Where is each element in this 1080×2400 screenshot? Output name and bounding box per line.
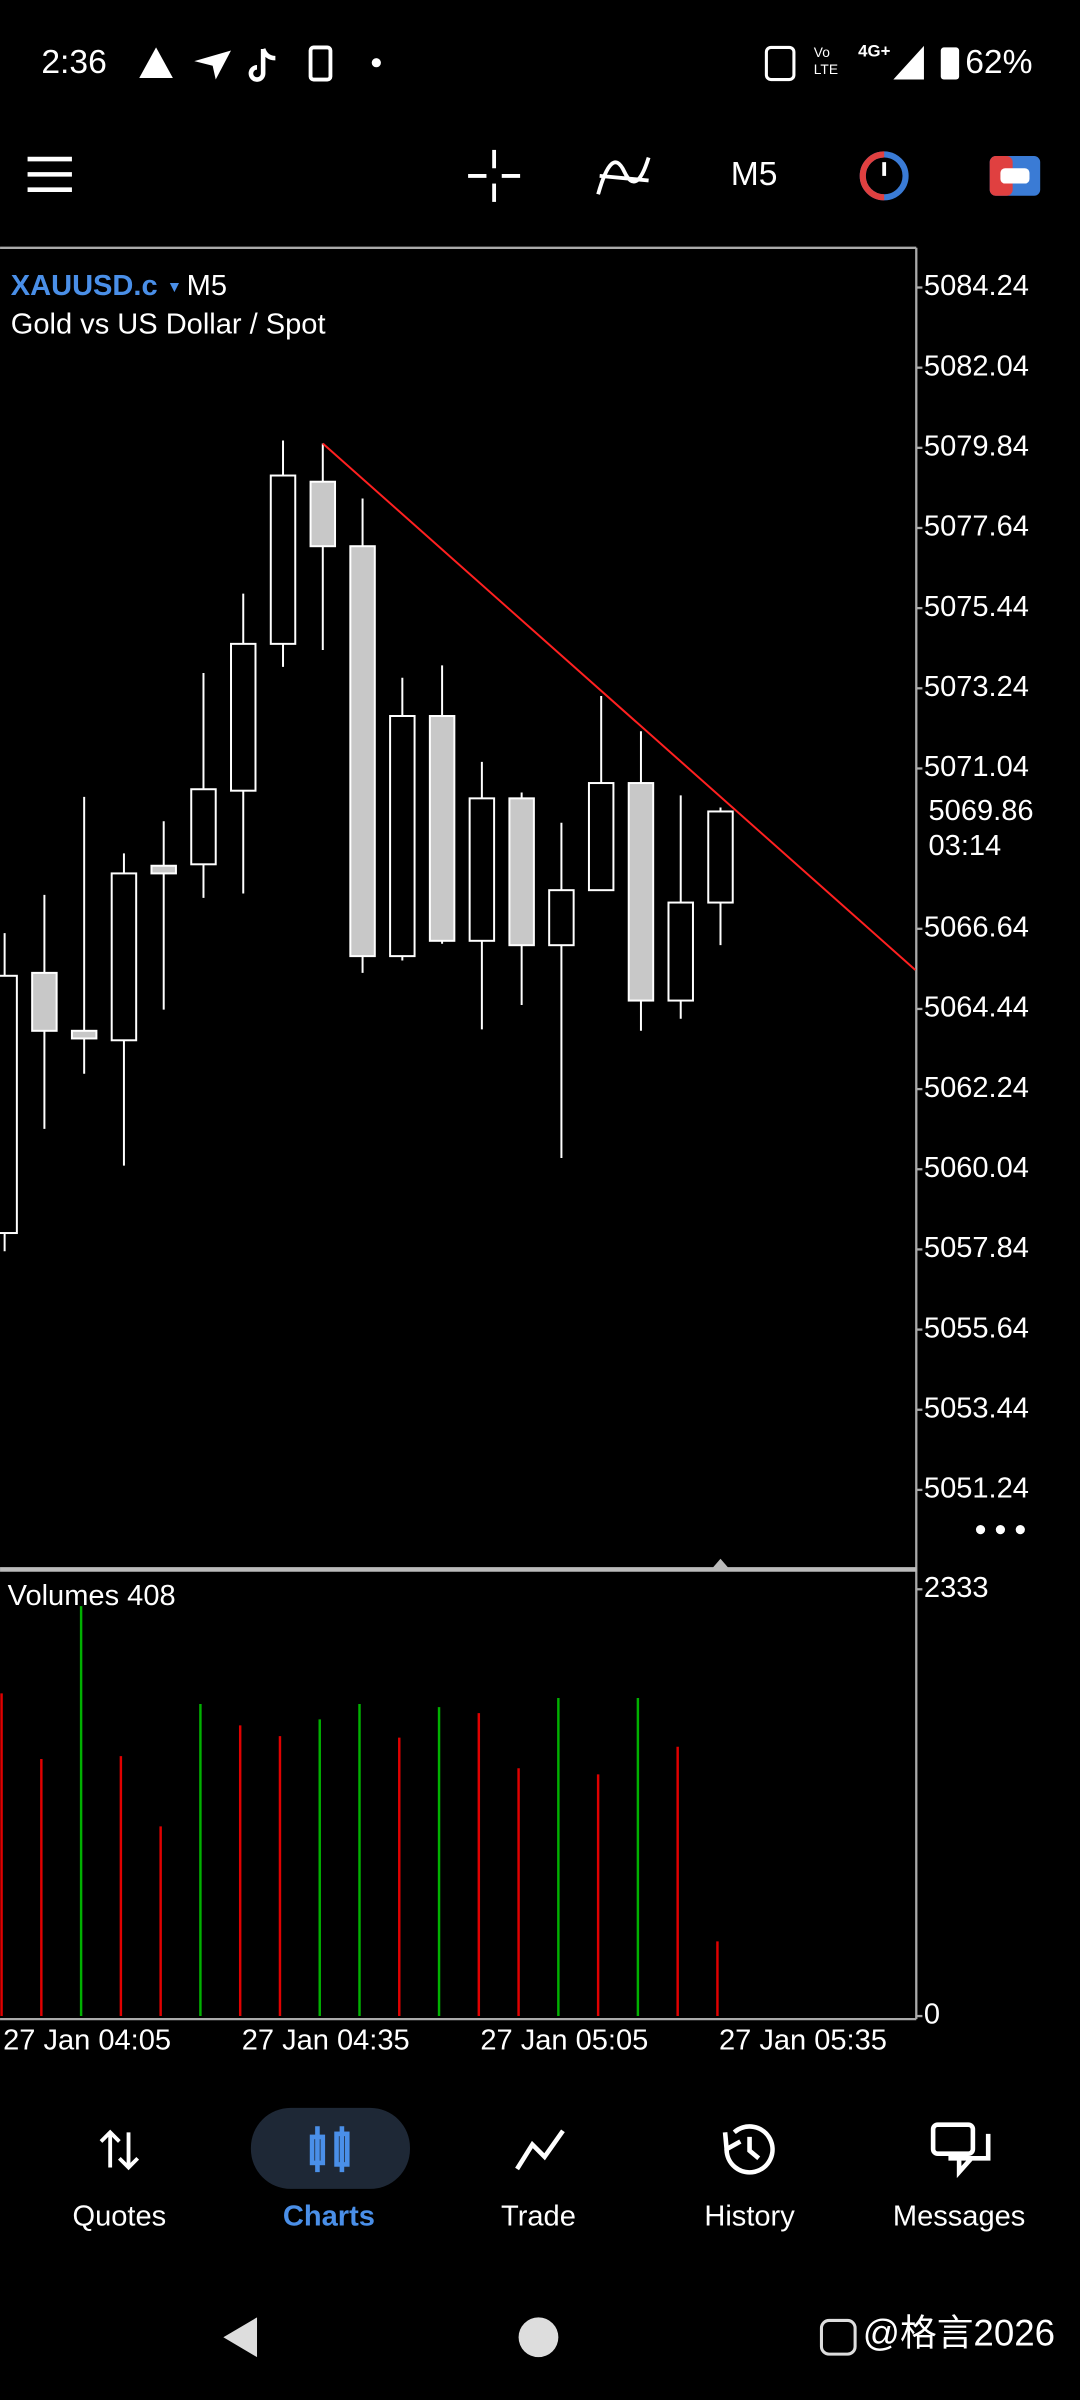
candle-body: [31, 971, 58, 1032]
volume-tick-label: 0: [924, 1999, 940, 2031]
history-icon: [722, 2124, 775, 2175]
y-tick-label: 5073.24: [924, 671, 1029, 703]
home-button[interactable]: [518, 2317, 559, 2358]
network-lte: LTE: [814, 62, 838, 77]
indicators-button[interactable]: [596, 156, 651, 195]
network-4g: 4G+: [858, 41, 890, 60]
current-price: 5069.86: [929, 795, 1034, 827]
nav-tab[interactable]: Charts: [283, 2201, 375, 2233]
crosshair-button[interactable]: [468, 149, 521, 202]
candle-body: [508, 797, 535, 947]
candle-body: [587, 782, 615, 892]
volume-tick-label: 2333: [924, 1572, 989, 1604]
y-tick-label: 5084.24: [924, 270, 1029, 302]
one-click-button[interactable]: [989, 156, 1041, 196]
menu-button[interactable]: [27, 156, 72, 192]
candle-body: [110, 872, 138, 1042]
y-tick-label: 5051.24: [924, 1473, 1029, 1505]
x-tick-label: 27 Jan 04:05: [3, 2025, 171, 2057]
candle-body: [707, 810, 734, 904]
watermark: @格言2026: [863, 2312, 1055, 2353]
dot-icon: [371, 58, 381, 68]
symbol-dropdown[interactable]: [169, 282, 180, 293]
y-tick-label: 5077.64: [924, 511, 1029, 543]
bar-countdown: 03:14: [929, 830, 1002, 862]
y-tick-label: 5060.04: [924, 1152, 1029, 1184]
trendline: [322, 442, 917, 971]
candle-body: [667, 901, 694, 1002]
nfc-icon: [764, 45, 796, 82]
nav-tab[interactable]: Quotes: [73, 2201, 167, 2233]
pane-handle[interactable]: [711, 1558, 730, 1570]
volume-name: Volumes: [8, 1580, 119, 1612]
network-vo: Vo: [814, 45, 830, 60]
tiktok-icon: [248, 48, 276, 82]
volume-last: 408: [127, 1580, 175, 1612]
candle-body: [389, 715, 416, 958]
trade-clock-button[interactable]: [859, 151, 909, 201]
candle-body: [309, 480, 337, 548]
y-tick-label: 5064.44: [924, 992, 1029, 1024]
candle-body: [349, 545, 376, 958]
x-tick-label: 27 Jan 05:35: [719, 2025, 887, 2057]
phone-icon: [308, 45, 333, 82]
chart-subtitle: Gold vs US Dollar / Spot: [11, 308, 326, 340]
candle-body: [230, 642, 257, 792]
candle-body: [548, 889, 575, 947]
volume-title: Volumes 408: [8, 1580, 176, 1612]
y-tick-label: 5062.24: [924, 1072, 1029, 1104]
candle-body: [70, 1029, 98, 1040]
x-tick-label: 27 Jan 05:05: [480, 2025, 648, 2057]
status-time: 2:36: [41, 44, 106, 81]
warning-icon: [139, 47, 173, 79]
y-tick-label: 5053.44: [924, 1392, 1029, 1424]
nav-tab[interactable]: Trade: [501, 2201, 576, 2233]
charts-icon: [309, 2126, 350, 2173]
symbol[interactable]: XAUUSD.c: [11, 270, 158, 302]
x-tick-label: 27 Jan 04:35: [242, 2025, 410, 2057]
nav-tab[interactable]: History: [704, 2201, 795, 2233]
candle-body: [190, 788, 217, 866]
plot-area: 5084.24 5082.04 5079.84 5077.64 5075.44 5073.…: [0, 270, 1029, 2057]
candle-body: [468, 797, 496, 942]
y-tick-label: 5057.84: [924, 1232, 1029, 1264]
messages-icon: [930, 2122, 991, 2179]
y-tick-label: 5082.04: [924, 350, 1029, 382]
y-tick-label: 5055.64: [924, 1312, 1029, 1344]
candle-body: [269, 474, 297, 645]
send-icon: [194, 50, 232, 80]
quotes-icon: [99, 2129, 140, 2171]
candle-body: [0, 974, 18, 1235]
active-tab-pill: [250, 2107, 410, 2189]
chart-timeframe: M5: [187, 270, 227, 302]
y-tick-label: 5066.64: [924, 911, 1029, 943]
candle-body: [428, 715, 456, 942]
candle-body: [627, 782, 655, 1002]
y-tick-label: 5079.84: [924, 431, 1029, 463]
y-tick-label: 5071.04: [924, 751, 1029, 783]
watermark-icon: [819, 2318, 857, 2356]
more-button[interactable]: [975, 1525, 1025, 1535]
signal-icon: [893, 45, 924, 80]
candle-body: [150, 864, 177, 875]
battery-icon: [940, 47, 960, 80]
y-tick-label: 5075.44: [924, 591, 1029, 623]
nav-tab[interactable]: Messages: [893, 2201, 1025, 2233]
timeframe-button[interactable]: M5: [731, 156, 778, 193]
trade-icon: [515, 2129, 565, 2171]
battery-level: 62%: [965, 44, 1032, 81]
back-button[interactable]: [223, 2317, 258, 2358]
